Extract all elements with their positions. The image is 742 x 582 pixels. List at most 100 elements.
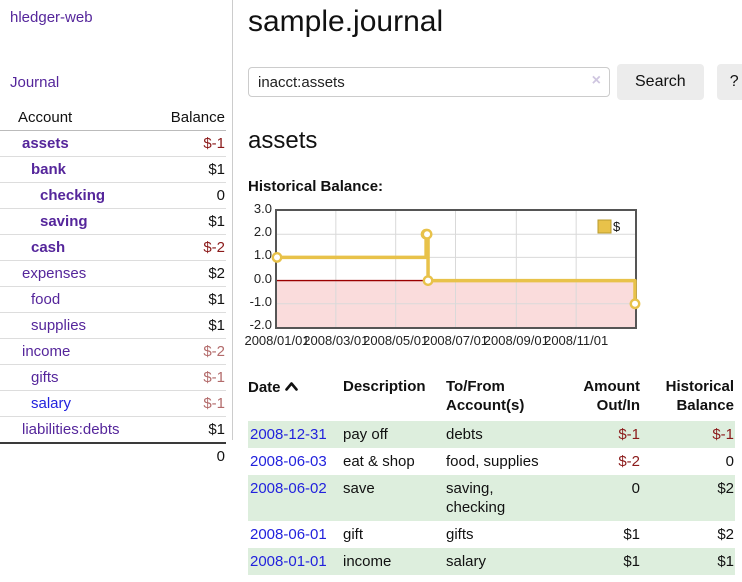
register-header-description: Description (343, 378, 426, 395)
account-balance: $-2 (203, 239, 225, 256)
account-row: bank $1 (0, 157, 226, 183)
register-table: Date Description To/From Account(s) Amou… (248, 374, 735, 575)
register-row: 2008-06-02 save saving, checking 0 $2 (248, 475, 735, 521)
accounts-header-row: Account Balance (0, 105, 226, 131)
clear-search-icon[interactable]: × (591, 72, 601, 89)
account-balance: $-1 (203, 369, 225, 386)
transaction-description: gift (343, 526, 364, 543)
account-balance: $1 (208, 421, 225, 438)
x-axis-tick-label: 2008/07/01 (422, 333, 489, 348)
y-axis-tick-label: 1.0 (253, 247, 272, 263)
account-link-income[interactable]: income (22, 343, 71, 360)
transaction-accounts: gifts (446, 526, 474, 543)
page-title: sample.journal (248, 5, 444, 38)
account-link-gifts[interactable]: gifts (31, 369, 59, 386)
legend-swatch (597, 219, 612, 234)
transaction-date-link[interactable]: 2008-06-03 (250, 453, 327, 470)
y-axis-tick-label: 2.0 (253, 224, 272, 240)
accounts-header-balance: Balance (154, 105, 226, 131)
chart-title: Historical Balance: (248, 178, 384, 195)
transaction-date-link[interactable]: 2008-06-01 (250, 526, 327, 543)
transaction-date-link[interactable]: 2008-01-01 (250, 553, 327, 570)
help-button[interactable]: ? (716, 64, 742, 100)
transaction-description: income (343, 548, 446, 575)
x-axis-tick-label: 2008/05/01 (363, 333, 429, 348)
account-row: checking 0 (0, 183, 226, 209)
search-bar: × Search ? (248, 64, 742, 100)
transaction-amount: $-2 (618, 453, 640, 470)
transaction-amount: $-1 (569, 421, 641, 448)
transaction-date-link[interactable]: 2008-12-31 (250, 426, 327, 443)
accounts-total-spacer (0, 442, 155, 469)
account-balance: $1 (208, 161, 225, 178)
account-link-checking[interactable]: checking (40, 187, 106, 204)
y-axis-tick-label: -2.0 (249, 317, 272, 332)
transaction-amount: $1 (569, 548, 641, 575)
register-row: 2008-12-31 pay off debts $-1 $-1 (248, 421, 735, 448)
accounts-header-account: Account (0, 105, 155, 131)
account-row: gifts $-1 (0, 365, 226, 391)
account-balance: $-1 (203, 135, 225, 152)
account-row: assets $-1 (0, 131, 226, 157)
transaction-accounts: debts (446, 421, 569, 448)
sidebar: hledger-web Journal Account Balance asse… (0, 0, 233, 469)
account-balance: $1 (208, 213, 225, 230)
account-row: expenses $2 (0, 261, 226, 287)
x-axis-tick-label: 2008/11/01 (544, 333, 609, 348)
transaction-balance: $1 (641, 548, 735, 575)
x-axis-tick-label: 2008/01/01 (244, 333, 310, 348)
account-row: supplies $1 (0, 313, 226, 339)
x-axis-tick-label: 2008/03/01 (303, 333, 369, 348)
register-header-balance: Historical Balance (665, 378, 734, 414)
account-link-salary[interactable]: salary (31, 395, 72, 412)
register-header-accounts: To/From Account(s) (446, 378, 525, 414)
account-row: liabilities:debts $1 (0, 417, 226, 444)
register-header-row: Date Description To/From Account(s) Amou… (248, 374, 735, 421)
legend-label: $ (613, 219, 621, 234)
account-link-saving[interactable]: saving (40, 213, 88, 230)
transaction-description: pay off (343, 421, 446, 448)
sort-ascending-icon (284, 377, 298, 396)
accounts-total-row: 0 (0, 442, 226, 469)
account-balance: $2 (208, 265, 225, 282)
transaction-accounts: salary (446, 548, 569, 575)
account-link-supplies[interactable]: supplies (31, 317, 87, 334)
account-link-liabilities-debts[interactable]: liabilities:debts (22, 421, 120, 438)
register-row: 2008-06-03 eat & shop food, supplies $-2 0 (248, 448, 735, 475)
transaction-balance: $-1 (641, 421, 735, 448)
account-row: income $-2 (0, 339, 226, 365)
account-link-assets[interactable]: assets (22, 135, 69, 152)
account-row: salary $-1 (0, 391, 226, 417)
account-link-expenses[interactable]: expenses (22, 265, 87, 282)
account-balance: $1 (208, 291, 225, 308)
transaction-amount: 0 (569, 475, 641, 521)
transaction-description: eat & shop (343, 453, 415, 470)
account-balance: $-1 (203, 395, 225, 412)
accounts-total-value: 0 (154, 442, 226, 469)
register-row: 2008-01-01 income salary $1 $1 (248, 548, 735, 575)
search-input[interactable] (248, 67, 610, 97)
transaction-date-link[interactable]: 2008-06-02 (250, 480, 327, 497)
register-header-amount: Amount Out/In (583, 378, 640, 414)
main-content: sample.journal × Search ? assets Histori… (233, 0, 742, 575)
account-link-bank[interactable]: bank (31, 161, 67, 178)
register-header-date[interactable]: Date (248, 374, 343, 421)
account-link-food[interactable]: food (31, 291, 61, 308)
historical-balance-chart: $ 3.0 2.0 1.0 0.0 -1.0 -2.0 2008/01/01 2008/03/… (244, 202, 742, 349)
app-title-link[interactable]: hledger-web (10, 9, 93, 26)
account-row: food $1 (0, 287, 226, 313)
search-box: × (248, 67, 610, 97)
y-axis-tick-label: 3.0 (253, 201, 272, 216)
transaction-accounts: food, supplies (446, 453, 539, 470)
account-link-cash[interactable]: cash (31, 239, 66, 256)
account-row: saving $1 (0, 209, 226, 235)
transaction-description: save (343, 475, 446, 521)
chart-plot-area: $ (271, 209, 641, 329)
transaction-balance: 0 (725, 453, 734, 470)
account-row: cash $-2 (0, 235, 226, 261)
sidebar-item-journal[interactable]: Journal (10, 74, 60, 91)
account-balance: $1 (208, 317, 225, 334)
search-button[interactable]: Search (617, 64, 704, 100)
register-row: 2008-06-01 gift gifts $1 $2 (248, 521, 735, 548)
